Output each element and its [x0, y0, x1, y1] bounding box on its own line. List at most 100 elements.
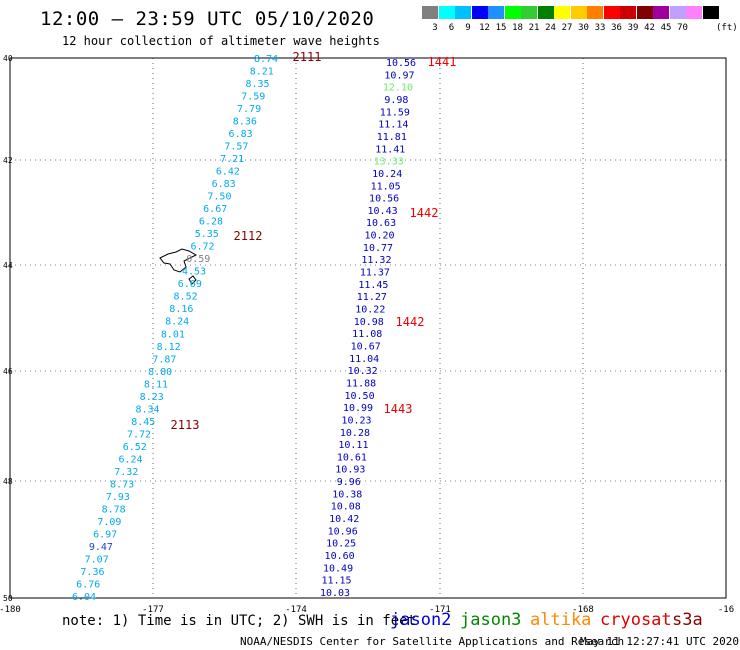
swh-value: 6.76	[76, 579, 100, 590]
swh-value: 8.23	[140, 392, 164, 403]
scale-tick: 3	[432, 23, 438, 33]
swh-value: 8.12	[157, 342, 181, 353]
footnote: note: 1) Time is in UTC; 2) SWH is in fe…	[62, 613, 417, 629]
swh-value: 11.37	[360, 268, 390, 279]
swh-value: 7.21	[220, 154, 244, 165]
scale-swatch	[620, 6, 636, 19]
swh-value: 10.32	[348, 366, 378, 377]
swh-value: 6.67	[203, 204, 227, 215]
scale-swatch	[521, 6, 537, 19]
swh-value: 11.32	[361, 255, 391, 266]
scale-tick: 24	[545, 23, 556, 33]
swh-value: 11.88	[346, 378, 376, 389]
swh-value: 10.93	[335, 465, 365, 476]
satellite-label-altika: altika	[530, 610, 592, 630]
aleutian-island-outline	[159, 248, 198, 273]
scale-tick: 9	[465, 23, 471, 33]
satellite-label-s3a: s3a	[672, 610, 703, 630]
scale-tick: 70	[677, 23, 688, 33]
swh-value: 8.45	[131, 417, 155, 428]
scale-tick: 45	[660, 23, 672, 33]
swh-value: 10.20	[364, 231, 394, 242]
lon-label: -171	[429, 605, 451, 615]
swh-value: 10.77	[363, 243, 393, 254]
credit-line: NOAA/NESDIS Center for Satellite Applica…	[240, 635, 625, 648]
swh-value: 10.03	[320, 588, 350, 599]
swh-value: 8.78	[102, 504, 126, 515]
swh-value: 9.98	[384, 95, 408, 106]
scale-tick: 12	[479, 23, 490, 33]
lat-label: 42	[3, 156, 13, 165]
swh-value: 9.47	[89, 542, 113, 553]
swh-value: 4.53	[182, 267, 206, 278]
scale-swatch	[702, 6, 719, 19]
track-east: 10.5610.9712.109.9811.5911.1411.8111.411…	[320, 58, 416, 599]
swh-value: 7.32	[114, 467, 138, 478]
swh-value: 0.59	[186, 254, 210, 265]
swh-value: 6.83	[229, 129, 253, 140]
scale-swatch	[587, 6, 603, 19]
swh-value: 8.21	[250, 67, 274, 78]
scale-swatch	[636, 6, 653, 19]
lon-label: -168	[572, 605, 594, 615]
swh-value: 7.79	[237, 104, 261, 115]
lon-label: -174	[285, 605, 307, 615]
swh-value: 8.52	[174, 292, 198, 303]
swh-value: 11.81	[377, 132, 407, 143]
lat-label: 50	[3, 594, 13, 603]
lat-label: 40	[3, 54, 13, 63]
swh-value: 13.33	[374, 157, 404, 168]
swh-value: 8.16	[169, 304, 193, 315]
scale-swatch	[488, 6, 504, 19]
lon-label: -16	[718, 605, 734, 615]
swh-value: 7.87	[152, 354, 176, 365]
lat-label: 46	[3, 367, 13, 376]
swh-value: 10.50	[345, 391, 375, 402]
satellite-label-jason2: jason2	[390, 610, 452, 630]
swh-value: 11.59	[380, 107, 410, 118]
lat-label: 48	[3, 477, 13, 486]
lon-label: -177	[142, 605, 164, 615]
swh-value: 9.96	[337, 477, 361, 488]
swh-value: 10.23	[341, 415, 371, 426]
axis-labels: 40 42 44 46 48 50 -180 -177 -174 -171 -168 -16	[0, 54, 734, 615]
scale-swatch	[669, 6, 686, 19]
swh-value: 11.27	[357, 292, 387, 303]
scale-tick: 33	[594, 23, 606, 33]
scale-swatch	[422, 6, 438, 19]
time-labels: 2111 2112 2113 1441 1442 1442 1443	[171, 50, 457, 432]
page-subtitle: 12 hour collection of altimeter wave hei…	[62, 34, 380, 48]
swh-value: 11.15	[321, 576, 351, 587]
swh-value: 12.10	[383, 83, 413, 94]
swh-value: 7.59	[241, 92, 265, 103]
swh-value: 10.97	[384, 70, 414, 81]
swh-value: 8.80	[148, 367, 172, 378]
swh-value: 7.36	[80, 567, 104, 578]
generation-timestamp: May 11 12:27:41 UTC 2020	[580, 635, 739, 648]
swh-value: 10.49	[323, 563, 353, 574]
scale-tick: 36	[611, 23, 622, 33]
swh-value: 10.56	[369, 194, 399, 205]
scale-unit: (ft)	[716, 23, 738, 33]
swh-value: 6.04	[72, 592, 96, 603]
scale-swatch	[686, 6, 702, 19]
swh-value: 8.74	[254, 54, 278, 65]
swh-value: 8.11	[144, 379, 168, 390]
swh-value: 6.97	[93, 529, 117, 540]
swh-value: 7.57	[224, 142, 248, 153]
scale-tick: 21	[528, 23, 540, 33]
track-west: 8.748.218.357.597.798.366.837.577.216.42…	[72, 54, 278, 603]
swh-value: 6.42	[216, 167, 240, 178]
aleutian-island-small	[188, 275, 197, 285]
swh-value: 7.93	[106, 492, 130, 503]
scale-tick: 39	[627, 23, 639, 33]
scale-swatch	[438, 6, 455, 19]
scale-swatch	[653, 6, 669, 19]
swh-value: 11.05	[371, 181, 401, 192]
page-title: 12:00 – 23:59 UTC 05/10/2020	[40, 8, 375, 30]
pass-time-label: 1442	[396, 315, 425, 329]
swh-value: 8.36	[233, 117, 257, 128]
swh-value: 10.99	[343, 403, 373, 414]
swh-value: 10.38	[332, 489, 362, 500]
lat-label: 44	[3, 261, 13, 270]
